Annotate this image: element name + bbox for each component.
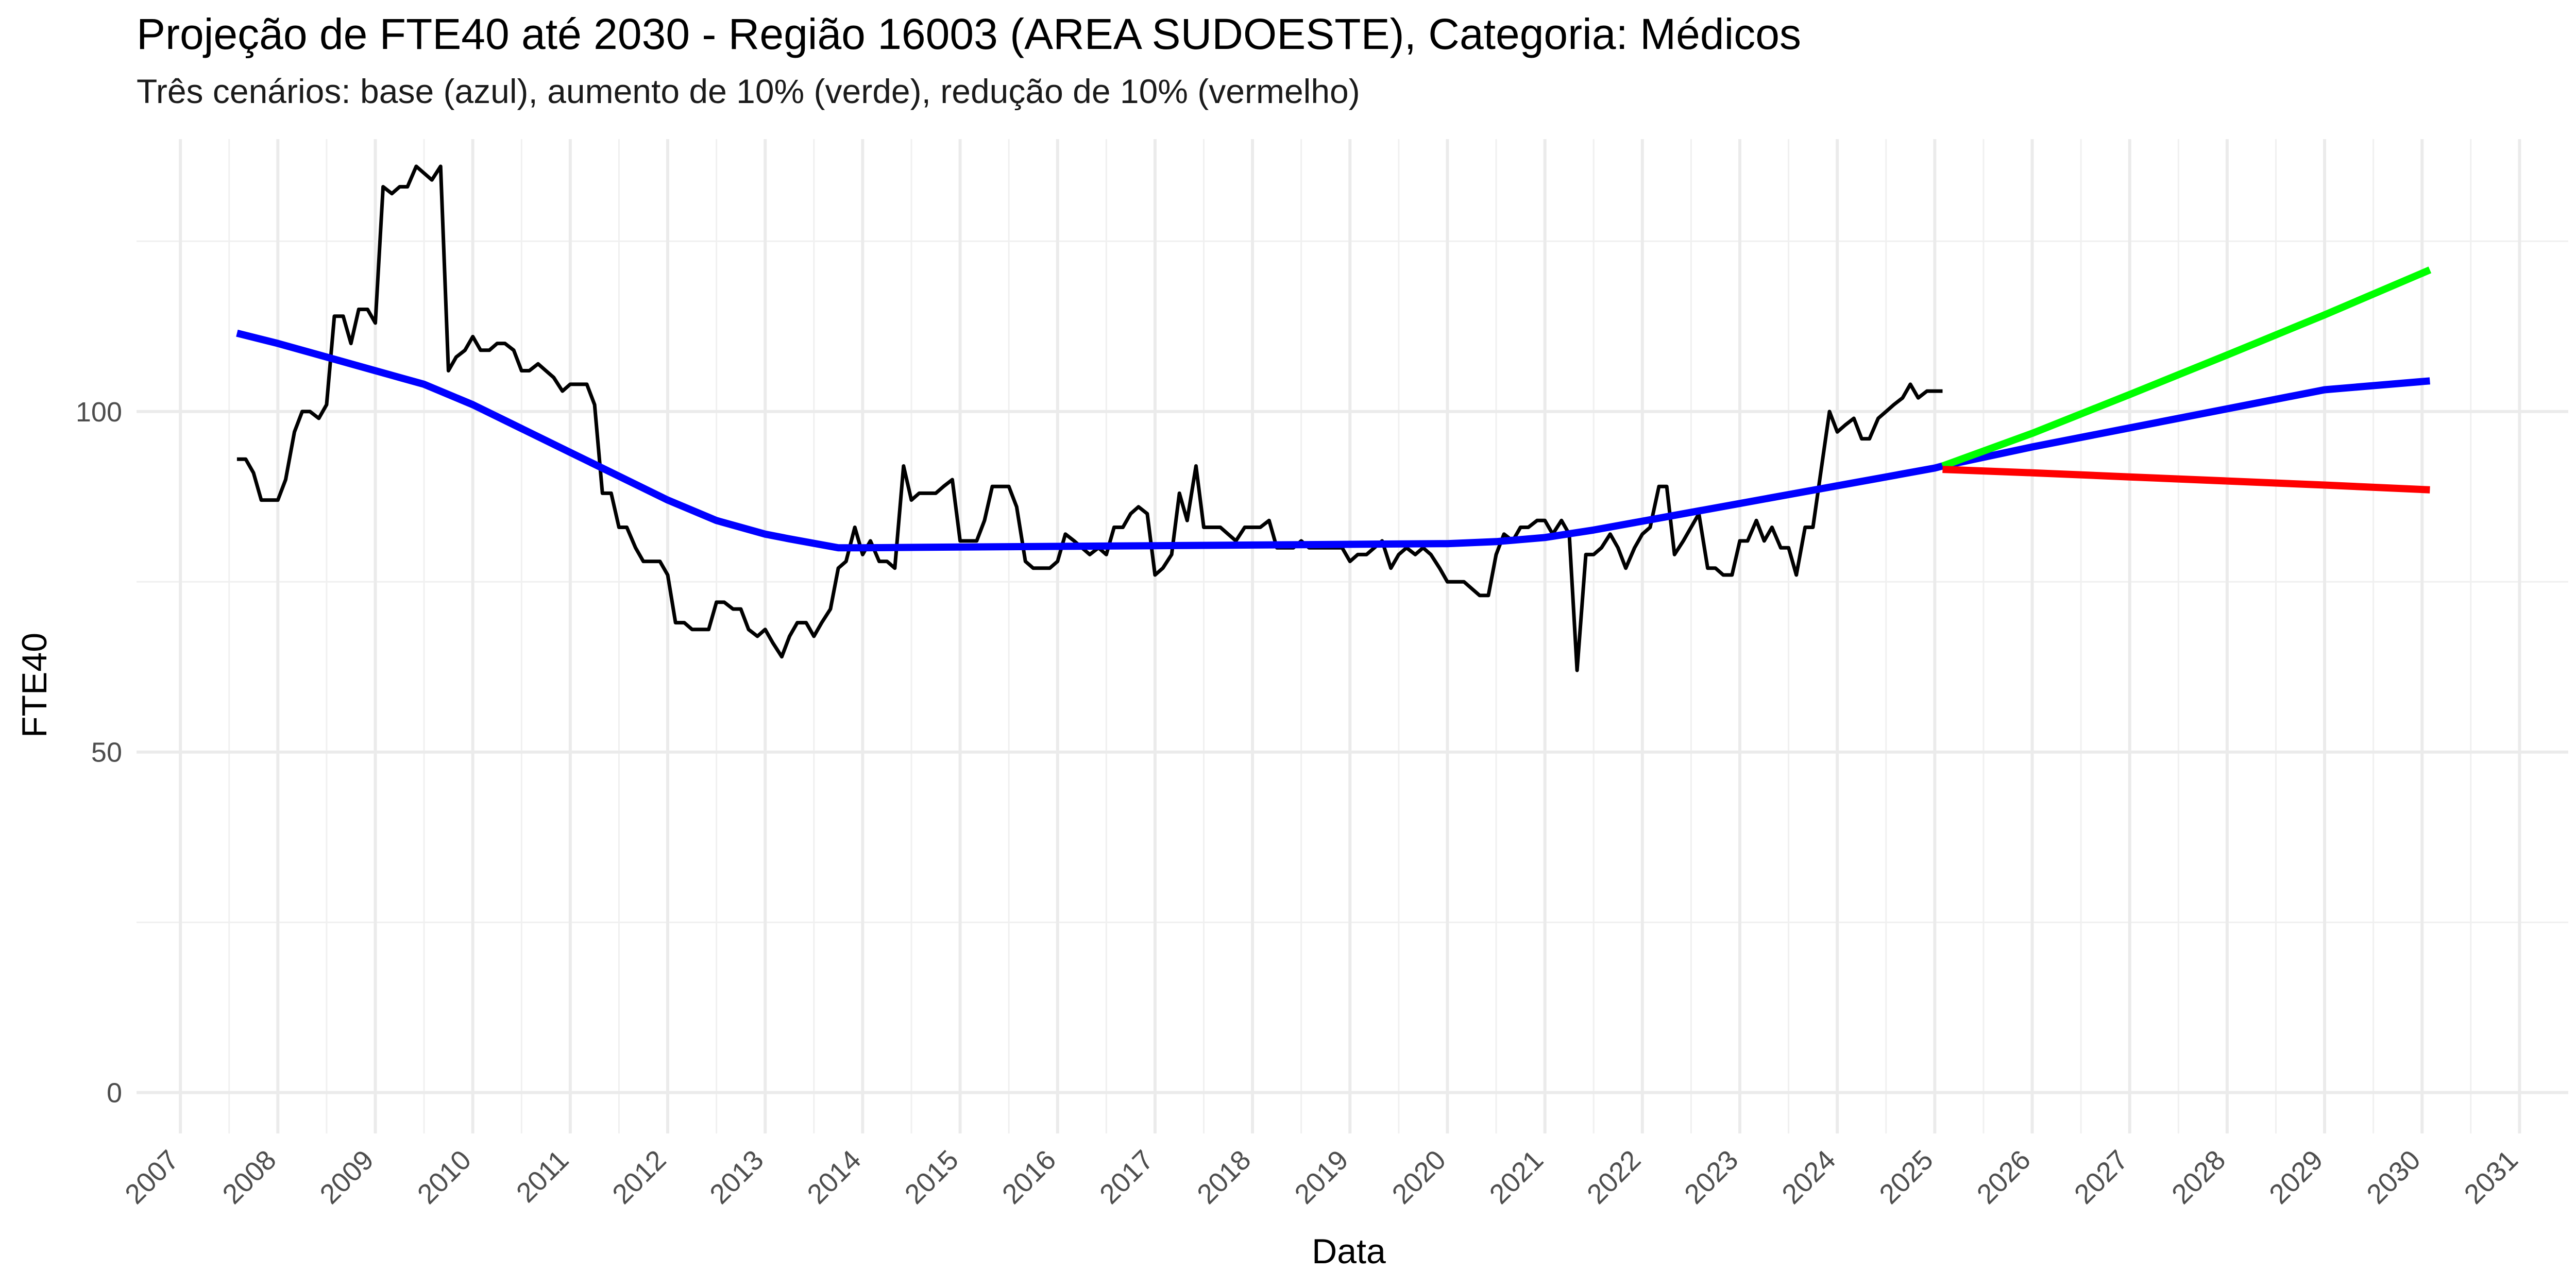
x-tick-label: 2027 <box>2069 1144 2134 1210</box>
x-tick-label: 2020 <box>1386 1144 1452 1210</box>
x-tick-label: 2031 <box>2459 1144 2524 1210</box>
x-tick-label: 2013 <box>704 1144 769 1210</box>
x-tick-label: 2012 <box>606 1144 672 1210</box>
y-tick-label: 50 <box>91 737 122 768</box>
x-tick-label: 2024 <box>1776 1144 1841 1210</box>
x-tick-label: 2016 <box>996 1144 1062 1210</box>
tick-labels: 0 50 100 2007 2008 2009 2010 2011 2012 2013 2014 20… <box>76 397 2524 1210</box>
x-tick-label: 2023 <box>1679 1144 1744 1210</box>
x-tick-label: 2018 <box>1191 1144 1257 1210</box>
x-tick-label: 2022 <box>1581 1144 1647 1210</box>
x-tick-label: 2025 <box>1873 1144 1939 1210</box>
grid <box>137 139 2568 1133</box>
x-tick-label: 2014 <box>801 1144 867 1210</box>
x-axis-label: Data <box>1312 1232 1386 1271</box>
x-tick-label: 2011 <box>511 1144 575 1209</box>
series-line-0 <box>236 164 1943 672</box>
x-tick-label: 2026 <box>1971 1144 2037 1210</box>
x-tick-label: 2028 <box>2166 1144 2231 1210</box>
series-line-3 <box>1942 466 2430 494</box>
x-tick-label: 2007 <box>119 1144 184 1210</box>
chart-subtitle: Três cenários: base (azul), aumento de 1… <box>137 72 1360 110</box>
x-tick-label: 2019 <box>1289 1144 1354 1210</box>
series-layer <box>236 164 2432 672</box>
x-tick-label: 2009 <box>314 1144 380 1210</box>
x-tick-label: 2029 <box>2263 1144 2329 1210</box>
x-tick-label: 2021 <box>1484 1144 1549 1210</box>
x-tick-label: 2015 <box>899 1144 964 1210</box>
x-tick-label: 2010 <box>412 1144 477 1210</box>
x-tick-label: 2008 <box>216 1144 282 1210</box>
series-line-2 <box>1941 266 2432 470</box>
series-line-1 <box>236 329 2430 552</box>
chart-title: Projeção de FTE40 até 2030 - Região 1600… <box>137 10 1801 58</box>
y-tick-label: 0 <box>107 1078 122 1109</box>
y-tick-label: 100 <box>76 397 122 428</box>
x-tick-label: 2017 <box>1094 1144 1159 1210</box>
y-axis-label: FTE40 <box>15 633 54 738</box>
x-tick-label: 2030 <box>2361 1144 2426 1210</box>
